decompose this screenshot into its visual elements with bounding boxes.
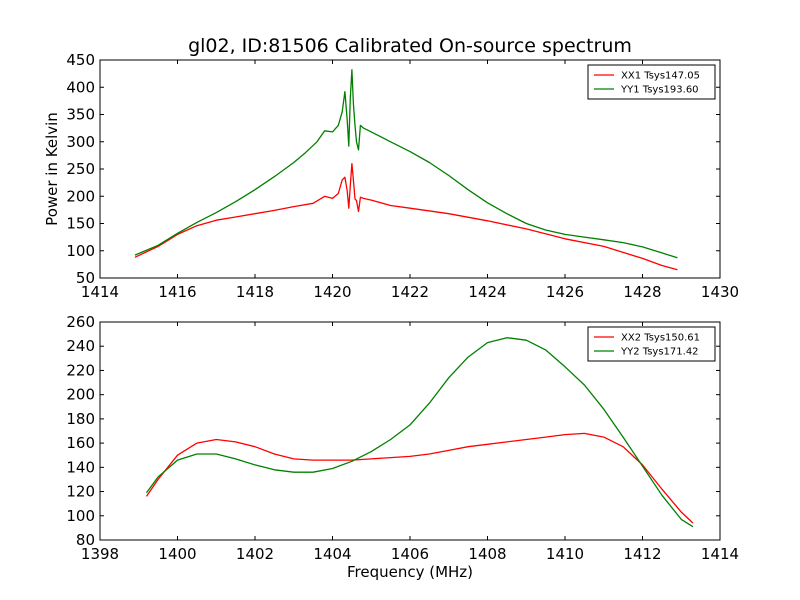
chart-panel-top: 1414 1416 1418 1420 1422 1424 1426 1428 1430 50 10… (43, 51, 739, 301)
legend: XX1 Tsys147.05 YY1 Tsys193.60 (587, 64, 716, 100)
x-tick-label: 1398 (81, 545, 119, 563)
y-tick-label: 350 (66, 106, 95, 124)
y-tick-label: 120 (66, 483, 95, 501)
y-tick-label: 140 (66, 458, 95, 476)
y-tick-label: 160 (66, 434, 95, 452)
x-tick-label: 1408 (468, 545, 506, 563)
legend-entry: YY2 Tsys171.42 (620, 347, 699, 358)
y-tick-label: 200 (66, 187, 95, 205)
y-tick-label: 200 (66, 386, 95, 404)
x-tick-label: 1412 (623, 545, 661, 563)
x-axis-label: Frequency (MHz) (347, 563, 473, 581)
y-tick-label: 80 (76, 531, 95, 549)
series-line-2-1 (145, 432, 694, 524)
legend: XX2 Tsys150.61 YY2 Tsys171.42 (587, 326, 716, 362)
legend-box (587, 64, 716, 100)
y-tick-label: 100 (66, 507, 95, 525)
legend-entry: XX2 Tsys150.61 (621, 333, 700, 344)
y-tick-label: 220 (66, 361, 95, 379)
y-tick-label: 100 (66, 242, 95, 260)
legend-entry: XX1 Tsys147.05 (621, 71, 700, 82)
x-tick-label: 1420 (313, 283, 351, 301)
series-line-1-1 (134, 162, 678, 271)
legend-entry: YY1 Tsys193.60 (620, 85, 699, 96)
legend-box (587, 326, 716, 362)
x-tick-label: 1428 (623, 283, 661, 301)
x-tick-label: 1410 (546, 545, 584, 563)
x-tick-label: 1402 (236, 545, 274, 563)
y-axis-label: Power in Kelvin (43, 112, 61, 226)
y-tick-label: 250 (66, 160, 95, 178)
x-tick-label: 1414 (81, 283, 119, 301)
x-tick-label: 1422 (391, 283, 429, 301)
x-tick-label: 1406 (391, 545, 429, 563)
y-tick-label: 450 (66, 51, 95, 69)
series-line-2-2 (145, 337, 694, 528)
x-tick-label: 1418 (236, 283, 274, 301)
figure-title: gl02, ID:81506 Calibrated On-source spec… (188, 35, 632, 57)
x-tick-label: 1426 (546, 283, 584, 301)
y-tick-label: 50 (76, 269, 95, 287)
y-tick-label: 300 (66, 133, 95, 151)
y-tick-label: 260 (66, 313, 95, 331)
x-tick-label: 1400 (158, 545, 196, 563)
x-tick-label: 1416 (158, 283, 196, 301)
x-tick-label: 1430 (701, 283, 739, 301)
y-tick-label: 400 (66, 78, 95, 96)
chart-panel-bottom: 1398 1400 1402 1404 1406 1408 1410 1412 1414 80 10… (66, 313, 739, 581)
series-line-1-2 (134, 69, 678, 259)
y-tick-label: 150 (66, 215, 95, 233)
y-tick-label: 240 (66, 337, 95, 355)
x-tick-label: 1424 (468, 283, 506, 301)
x-tick-label: 1404 (313, 545, 351, 563)
x-tick-label: 1414 (701, 545, 739, 563)
y-tick-label: 180 (66, 410, 95, 428)
